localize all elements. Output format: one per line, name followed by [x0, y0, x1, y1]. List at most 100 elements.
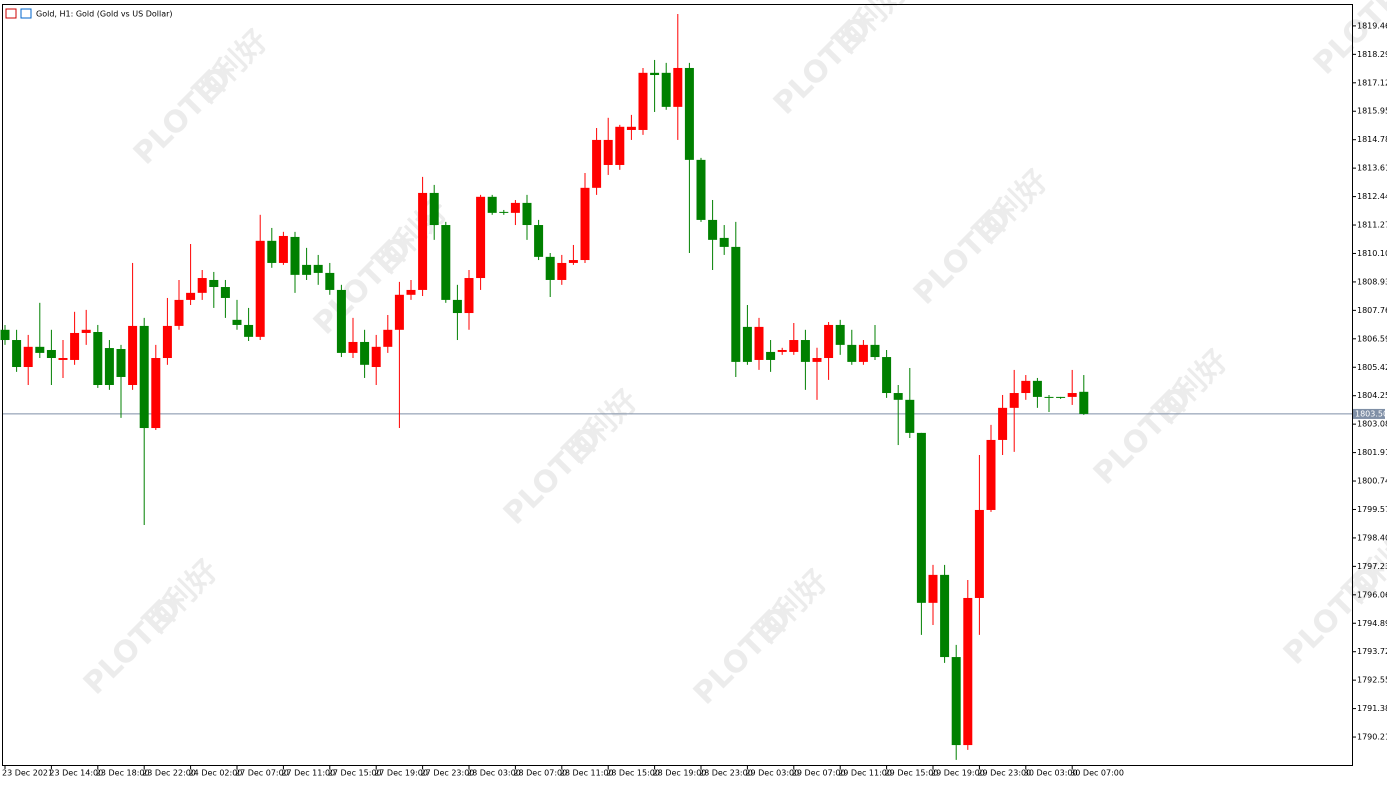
x-tick-label: 23 Dec 14:00 — [49, 769, 103, 778]
y-tick-label: 1798.40 — [1357, 533, 1387, 542]
y-tick-label: 1810.10 — [1357, 249, 1387, 258]
candle-body — [383, 329, 393, 347]
candle-body — [244, 324, 254, 337]
price-label-bg — [1353, 408, 1385, 419]
candle-body — [267, 240, 277, 263]
candle-body — [650, 72, 660, 76]
candle-body — [754, 326, 764, 360]
candle-body — [128, 325, 138, 385]
candle-body — [394, 294, 404, 330]
candle-body — [510, 202, 520, 213]
candle-body — [348, 341, 358, 353]
x-tick-label: 27 Dec 11:00 — [281, 769, 335, 778]
candle-body — [139, 325, 149, 429]
candle-body — [81, 329, 91, 333]
candle-body — [1009, 393, 1019, 408]
candle-body — [116, 349, 126, 377]
candle-body — [12, 340, 22, 368]
candle-body — [151, 358, 161, 429]
candle-body — [429, 192, 439, 226]
candle-body — [58, 358, 68, 360]
candle-body — [104, 348, 114, 385]
y-tick-label: 1804.25 — [1357, 391, 1387, 400]
candle-body — [452, 299, 462, 314]
x-tick-label: 23 Dec 18:00 — [96, 769, 150, 778]
candle-body — [23, 346, 33, 368]
candle-body — [557, 262, 567, 280]
candle-body — [197, 278, 207, 293]
x-tick-label: 27 Dec 19:00 — [374, 769, 428, 778]
candle-body — [998, 407, 1008, 440]
candle-body — [371, 346, 381, 368]
candle-body — [916, 432, 926, 603]
x-tick-label: 24 Dec 02:00 — [189, 769, 243, 778]
x-tick-label: 23 Dec 22:00 — [142, 769, 196, 778]
candle-body — [325, 272, 335, 290]
candle-body — [858, 344, 868, 362]
candle-body — [70, 332, 80, 360]
candle-body — [174, 299, 184, 326]
candle-body — [1067, 393, 1077, 397]
candle-body — [278, 235, 288, 263]
candle-body — [302, 264, 312, 275]
candle-body — [522, 202, 532, 226]
candle-body — [487, 196, 497, 213]
x-tick-label: 29 Dec 11:00 — [838, 769, 892, 778]
candle-body — [441, 225, 451, 300]
y-tick-label: 1794.89 — [1357, 619, 1387, 628]
y-tick-label: 1793.72 — [1357, 647, 1387, 656]
y-tick-label: 1818.29 — [1357, 50, 1387, 59]
candle-body — [824, 324, 834, 359]
y-tick-label: 1811.27 — [1357, 221, 1387, 230]
candle-body — [708, 219, 718, 240]
candle-body — [905, 399, 915, 433]
candle-body — [220, 287, 230, 298]
x-tick-label: 28 Dec 23:00 — [699, 769, 753, 778]
candle-body — [940, 574, 950, 658]
price-label: 1803.50 — [1355, 409, 1387, 418]
y-tick-label: 1790.21 — [1357, 733, 1387, 742]
candle-body — [882, 357, 892, 394]
candle-body — [1044, 396, 1054, 398]
candle-body — [893, 393, 903, 400]
candle-body — [1079, 391, 1089, 414]
x-tick-label: 30 Dec 03:00 — [1024, 769, 1078, 778]
x-tick-label: 28 Dec 15:00 — [606, 769, 660, 778]
candle-body — [986, 439, 996, 510]
x-tick-label: 29 Dec 23:00 — [977, 769, 1031, 778]
y-tick-label: 1805.42 — [1357, 363, 1387, 372]
candle-body — [46, 349, 56, 359]
x-tick-label: 28 Dec 03:00 — [467, 769, 521, 778]
candle-body — [870, 344, 880, 358]
candle-body — [777, 349, 787, 352]
candle-body — [360, 341, 370, 365]
candle-body — [603, 139, 613, 165]
candle-body — [766, 351, 776, 360]
candle-body — [719, 237, 729, 247]
x-tick-label: 23 Dec 2021 — [2, 769, 53, 778]
y-tick-label: 1792.55 — [1357, 676, 1387, 685]
candle-body — [789, 340, 799, 352]
candle-body — [162, 325, 172, 359]
candle-body — [928, 574, 938, 603]
candle-body — [661, 72, 671, 107]
candle-body — [580, 187, 590, 261]
x-tick-label: 29 Dec 03:00 — [745, 769, 799, 778]
candle-body — [812, 358, 822, 362]
candle-body — [673, 67, 683, 107]
y-tick-label: 1796.06 — [1357, 590, 1387, 599]
candle-body — [255, 240, 265, 337]
y-tick-label: 1817.12 — [1357, 78, 1387, 87]
candle-body — [499, 211, 509, 213]
candle-body — [545, 256, 555, 280]
x-tick-label: 30 Dec 07:00 — [1070, 769, 1124, 778]
candle-body — [418, 192, 428, 290]
y-tick-label: 1806.59 — [1357, 334, 1387, 343]
icon — [5, 8, 17, 19]
candle-body — [186, 292, 196, 300]
candle-body — [835, 324, 845, 345]
candle-body — [615, 126, 625, 165]
candle-body — [1021, 380, 1031, 394]
x-tick-label: 29 Dec 19:00 — [931, 769, 985, 778]
